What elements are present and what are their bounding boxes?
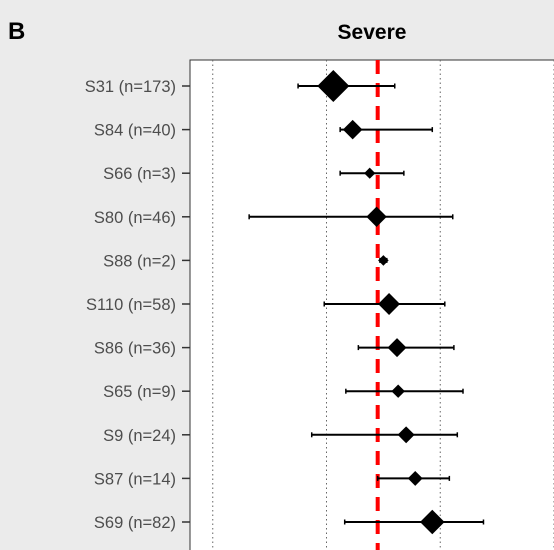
- study-label: S9 (n=24): [103, 427, 176, 445]
- study-label: S88 (n=2): [103, 252, 176, 270]
- study-label: S31 (n=173): [85, 78, 176, 96]
- study-row: S31 (n=173): [85, 70, 396, 102]
- study-row: S88 (n=2): [103, 252, 389, 270]
- chart-title: Severe: [338, 21, 407, 44]
- study-label: S65 (n=9): [103, 383, 176, 401]
- estimate-diamond: [366, 206, 387, 227]
- estimate-diamond: [397, 426, 415, 444]
- estimate-diamond: [407, 470, 423, 486]
- estimate-diamond: [420, 509, 445, 535]
- estimate-diamond: [391, 384, 405, 398]
- study-label: S80 (n=46): [94, 209, 176, 227]
- study-label: S69 (n=82): [94, 514, 176, 532]
- study-row: S86 (n=36): [94, 338, 455, 358]
- study-label: S87 (n=14): [94, 470, 176, 488]
- study-row: S84 (n=40): [94, 119, 434, 140]
- study-label: S86 (n=36): [94, 340, 176, 358]
- estimate-diamond: [378, 255, 389, 266]
- study-rows: S31 (n=173) S84 (n=40) S66 (n=3) S80 (n=46)…: [85, 70, 485, 535]
- study-row: S9 (n=24): [103, 426, 459, 445]
- study-row: S66 (n=3): [103, 165, 405, 183]
- estimate-diamond: [342, 119, 363, 140]
- estimate-diamond: [387, 338, 407, 358]
- estimate-diamond: [364, 167, 376, 179]
- panel-letter: B: [8, 18, 25, 45]
- study-label: S66 (n=3): [103, 165, 176, 183]
- estimate-diamond: [378, 293, 401, 315]
- study-row: S65 (n=9): [103, 383, 464, 401]
- study-label: S110 (n=58): [86, 296, 176, 314]
- estimate-diamond: [317, 70, 350, 102]
- study-row: S110 (n=58): [86, 293, 446, 315]
- study-label: S84 (n=40): [94, 122, 176, 140]
- study-row: S87 (n=14): [94, 470, 451, 488]
- study-row: S69 (n=82): [94, 509, 485, 535]
- gridlines: [212, 60, 554, 550]
- study-row: S80 (n=46): [94, 206, 454, 227]
